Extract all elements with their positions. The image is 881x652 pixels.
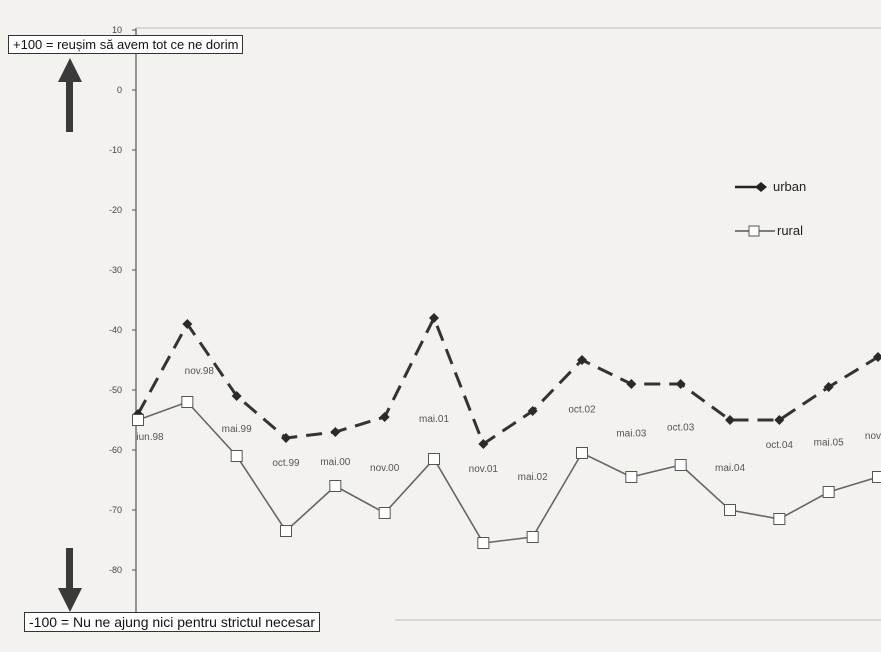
data-point-rural [329, 480, 342, 492]
data-point-urban [527, 406, 538, 416]
data-point-rural [428, 453, 440, 465]
legend-marker-rural [748, 225, 760, 237]
category-label: mai.01 [419, 414, 449, 425]
y-tick-label: -10 [109, 145, 122, 155]
series-group [132, 313, 881, 549]
y-tick-label: 10 [112, 25, 122, 35]
category-label: nov.01 [469, 464, 499, 475]
data-point-rural [674, 459, 687, 471]
data-point-urban [725, 415, 735, 425]
data-point-rural [132, 414, 144, 426]
category-label: oct.02 [568, 405, 596, 416]
category-label: nov.98 [185, 366, 215, 377]
data-point-rural [625, 471, 638, 483]
down-arrow-shaft [66, 548, 73, 592]
category-label: mai.99 [222, 424, 252, 435]
data-point-rural [773, 513, 786, 525]
arrows [58, 58, 82, 612]
data-point-urban [478, 439, 489, 449]
data-point-rural [526, 531, 539, 543]
y-tick-label: -30 [109, 265, 122, 275]
data-point-urban [330, 427, 341, 437]
data-point-rural [724, 504, 736, 516]
data-point-urban [182, 319, 193, 329]
legend-marker-urban [755, 182, 767, 192]
series-line-rural [137, 401, 879, 544]
y-tick-label: -20 [109, 205, 122, 215]
category-label: oct.99 [272, 458, 300, 469]
data-point-urban [429, 313, 439, 323]
category-label: iun.98 [136, 432, 164, 443]
down-arrow-head [58, 588, 82, 612]
y-tick-label: 0 [117, 85, 122, 95]
category-label: mai.03 [616, 429, 646, 440]
data-point-urban [873, 352, 881, 362]
bottom-annotation: -100 = Nu ne ajung nici pentru strictul … [24, 612, 320, 632]
y-tick-label: -80 [109, 565, 122, 575]
y-tick-label: -70 [109, 505, 122, 515]
up-arrow-head [58, 58, 82, 82]
data-point-urban [231, 391, 242, 401]
data-point-urban [626, 379, 637, 389]
series-line-urban [136, 314, 879, 447]
y-ticks: 10 0 -10 -20 -30 -40 -50 -60 -70 -80 [109, 25, 136, 575]
data-point-urban [823, 382, 834, 392]
data-point-urban [675, 379, 686, 389]
legend-label-urban: urban [773, 179, 806, 194]
top-annotation: +100 = reușim să avem tot ce ne dorim [8, 35, 244, 54]
data-point-urban [577, 355, 587, 365]
category-label: nov.00 [370, 463, 400, 474]
category-label: mai.02 [518, 472, 548, 483]
data-point-urban [379, 412, 390, 422]
data-point-rural [230, 450, 243, 462]
data-point-rural [477, 537, 490, 549]
y-tick-label: -50 [109, 385, 122, 395]
category-label: oct.04 [766, 440, 794, 451]
data-point-rural [280, 525, 292, 537]
category-label: nov. [865, 431, 881, 442]
data-point-rural [181, 396, 194, 408]
data-point-rural [872, 471, 881, 483]
data-point-rural [576, 447, 588, 459]
category-label: mai.05 [814, 438, 844, 449]
up-arrow-shaft [66, 80, 73, 132]
category-label: mai.04 [715, 463, 745, 474]
y-tick-label: -60 [109, 445, 122, 455]
data-point-urban [774, 415, 785, 425]
category-label: mai.00 [320, 457, 350, 468]
axis-group [135, 27, 881, 632]
data-point-urban [281, 433, 291, 443]
data-point-rural [378, 507, 391, 519]
category-labels: iun.98 nov.98 mai.99 oct.99 mai.00 nov.00 mai.… [136, 366, 881, 483]
data-point-rural [822, 486, 835, 498]
y-tick-label: -40 [109, 325, 122, 335]
legend-label-rural: rural [777, 223, 803, 238]
category-label: oct.03 [667, 423, 695, 434]
legend: urban rural [735, 179, 806, 238]
